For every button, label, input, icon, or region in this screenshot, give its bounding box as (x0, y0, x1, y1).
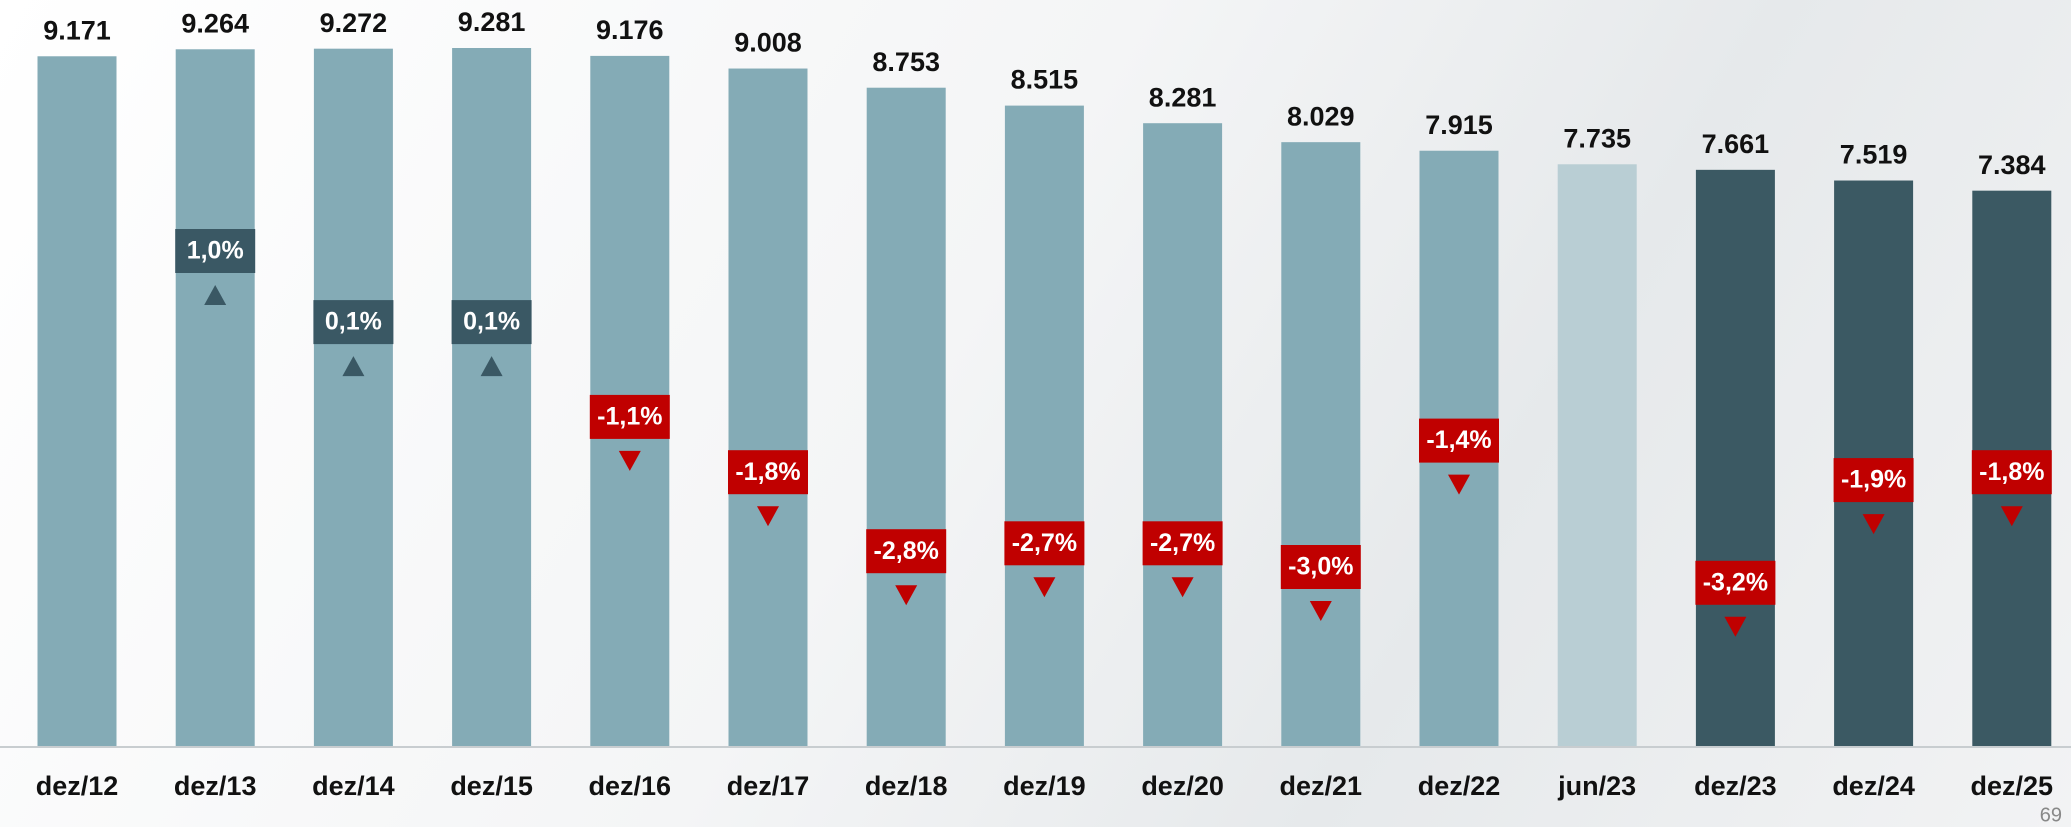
bar (1695, 169, 1775, 747)
value-label: 8.281 (1149, 82, 1217, 112)
x-tick-label: dez/18 (865, 771, 948, 801)
x-tick-label: dez/16 (589, 771, 672, 801)
page-number: 69 (2040, 804, 2062, 826)
change-box (313, 300, 394, 345)
value-label: 7.384 (1978, 150, 2046, 180)
bar (313, 48, 393, 746)
change-arrow (757, 506, 779, 527)
change-arrow (1448, 474, 1470, 495)
change-arrow (1724, 616, 1747, 637)
bar (866, 87, 946, 746)
change-box (866, 529, 947, 574)
x-tick-label: dez/25 (1971, 771, 2054, 801)
value-label: 7.519 (1840, 140, 1908, 170)
change-label: 0,1% (463, 308, 520, 336)
change-box (1695, 560, 1776, 605)
x-tick-label: dez/14 (312, 771, 395, 801)
x-tick-label: dez/20 (1141, 771, 1224, 801)
change-label: -1,9% (1841, 466, 1906, 494)
x-tick-label: dez/17 (727, 771, 810, 801)
change-label: -1,8% (735, 458, 800, 486)
change-box (175, 229, 256, 273)
change-arrow (2000, 506, 2023, 527)
change-arrow (480, 356, 503, 377)
bar (1143, 123, 1223, 747)
bar (728, 68, 808, 747)
x-tick-label: dez/21 (1280, 771, 1363, 801)
value-label: 7.735 (1563, 123, 1631, 153)
change-box (1280, 545, 1361, 589)
value-label: 9.176 (596, 15, 664, 45)
value-label: 9.171 (43, 15, 111, 45)
value-label: 8.753 (872, 47, 940, 77)
change-box (1971, 450, 2052, 495)
x-tick-label: dez/22 (1418, 771, 1501, 801)
x-tick-label: jun/23 (1557, 771, 1636, 801)
change-label: -3,0% (1288, 553, 1353, 581)
change-arrow (1033, 577, 1056, 598)
value-label: 9.264 (181, 8, 249, 38)
change-label: -1,4% (1426, 426, 1491, 454)
change-arrow (895, 585, 918, 606)
bar (1004, 105, 1084, 746)
change-box (1833, 458, 1914, 503)
change-arrow (342, 356, 365, 377)
value-label: 7.661 (1702, 129, 1770, 159)
change-arrow (1309, 601, 1332, 621)
x-tick-label: dez/15 (450, 771, 533, 801)
x-tick-label: dez/19 (1003, 771, 1086, 801)
change-arrow (1171, 577, 1194, 598)
value-label: 9.281 (458, 7, 526, 37)
bar (1281, 142, 1361, 747)
change-box (451, 300, 532, 345)
change-label: -2,7% (1012, 529, 1077, 557)
value-label: 9.008 (734, 28, 802, 58)
value-label: 8.029 (1287, 101, 1355, 131)
change-box (589, 394, 670, 439)
value-label: 7.915 (1425, 110, 1493, 140)
change-label: -2,8% (874, 537, 939, 565)
bar (175, 49, 255, 747)
bar (1557, 164, 1637, 747)
change-box (1004, 521, 1085, 566)
change-label: 1,0% (187, 237, 244, 265)
change-arrow (618, 450, 641, 471)
change-arrow (1862, 514, 1885, 535)
value-label: 9.272 (320, 8, 388, 38)
x-tick-label: dez/24 (1832, 771, 1915, 801)
x-tick-label: dez/13 (174, 771, 257, 801)
bar (37, 56, 117, 746)
change-label: -3,2% (1703, 568, 1768, 596)
change-arrow (204, 285, 227, 305)
change-box (1142, 521, 1223, 566)
bar (452, 48, 532, 746)
change-box (728, 450, 808, 495)
change-label: -2,7% (1150, 529, 1215, 557)
change-label: -1,1% (597, 403, 662, 431)
x-tick-label: dez/12 (36, 771, 119, 801)
value-label: 8.515 (1011, 65, 1079, 95)
x-tick-label: dez/23 (1694, 771, 1777, 801)
change-box (1419, 418, 1499, 463)
change-label: -1,8% (1979, 458, 2044, 486)
change-label: 0,1% (325, 308, 382, 336)
